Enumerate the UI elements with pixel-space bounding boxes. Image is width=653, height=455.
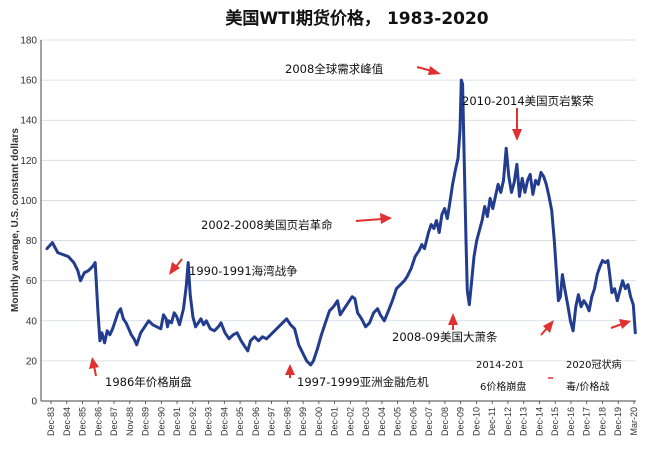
annotation-gulf-war: 1990-1991海湾战争 [189, 264, 298, 278]
annotation-1986-crash: 1986年价格崩盘 [105, 375, 192, 389]
x-tick-label: Dec-05 [393, 407, 403, 436]
x-tick-label: Dec-15 [550, 407, 560, 436]
x-tick-label: Dec-09 [456, 407, 466, 436]
x-tick-label: Dec-19 [613, 407, 623, 436]
arrow-2008-peak [416, 66, 441, 75]
annotation-2020-covid-line1: 2020冠状病 [566, 358, 621, 371]
annotation-2014-2016-crash-line1: 2014-201 [476, 360, 524, 371]
x-tick-label: Dec-13 [519, 407, 529, 436]
x-tick-label: Dec-18 [597, 407, 607, 436]
annotation-2020-covid-line2: 毒/价格战 [566, 380, 609, 393]
y-tick-label: 80 [26, 236, 38, 247]
annotation-great-recession: 2008-09美国大萧条 [392, 330, 498, 344]
annotation-arrows [89, 66, 631, 378]
x-tick-label: Dec-06 [408, 407, 418, 436]
x-tick-label: Dec-83 [46, 407, 56, 436]
arrow-2010-2014 [512, 108, 522, 141]
annotation-2010-2014-shale-boom: 2010-2014美国页岩繁荣 [462, 94, 594, 108]
x-tick-label: Dec-87 [109, 407, 119, 436]
y-tick-label: 60 [26, 276, 38, 287]
x-axis-ticks: Dec-83 Dec-84 Dec-85 Dec-86 Dec-87 Nov-88 Dec-… [46, 401, 639, 436]
arrow-gulf-war [169, 258, 183, 275]
x-tick-label: Nov-88 [125, 407, 135, 436]
x-tick-label: Dec-07 [424, 407, 434, 436]
x-tick-label: Dec-03 [361, 407, 371, 436]
x-tick-label: Dec-90 [156, 407, 166, 436]
x-tick-label: Dec-89 [141, 407, 151, 436]
x-tick-label: Dec-92 [188, 407, 198, 436]
arrow-2002-2008 [355, 213, 392, 224]
x-tick-label: Dec-10 [471, 407, 481, 436]
x-tick-label: Dec-12 [503, 407, 513, 436]
x-tick-label: Dec-04 [377, 407, 387, 436]
x-tick-label: Dec-14 [534, 407, 544, 436]
x-tick-label: Dec-08 [440, 407, 450, 436]
y-tick-label: 0 [31, 397, 37, 408]
arrow-asian-crisis [285, 364, 295, 378]
x-tick-label: Dec-11 [487, 407, 497, 435]
x-tick-label: Dec-98 [282, 407, 292, 436]
arrow-1986-crash [89, 357, 99, 377]
x-tick-label: Dec-85 [78, 407, 88, 436]
wti-price-line [45, 78, 637, 367]
y-tick-label: 40 [26, 316, 38, 327]
x-tick-label: Dec-00 [314, 407, 324, 436]
gridlines [41, 39, 636, 402]
x-tick-label: Dec-93 [204, 407, 214, 436]
x-tick-label: Mar-20 [629, 407, 639, 436]
y-axis-label: Monthly average, U.S. constant dollars [10, 128, 21, 312]
arrow-2020-covid [610, 319, 631, 329]
x-tick-label: Dec-95 [235, 407, 245, 436]
annotations: 2008全球需求峰值 2010-2014美国页岩繁荣 2002-2008美国页岩… [105, 62, 621, 393]
annotation-2002-2008-shale-revolution: 2002-2008美国页岩革命 [201, 218, 333, 232]
annotation-2014-2016-crash-line2: 6价格崩盘 [480, 380, 526, 393]
y-tick-label: 100 [20, 196, 37, 207]
annotation-asian-crisis: 1997-1999亚洲金融危机 [297, 375, 429, 389]
x-tick-label: Dec-84 [62, 407, 72, 436]
x-tick-label: Dec-91 [172, 407, 182, 436]
x-tick-label: Dec-97 [267, 407, 277, 436]
x-tick-label: Dec-86 [93, 407, 103, 436]
annotation-2008-peak: 2008全球需求峰值 [285, 62, 384, 76]
y-tick-label: 160 [20, 76, 37, 87]
y-tick-label: 120 [20, 156, 37, 167]
chart-title: 美国WTI期货价格， 1983-2020 [225, 8, 488, 29]
x-tick-label: Dec-02 [345, 407, 355, 436]
y-tick-label: 180 [20, 36, 37, 47]
x-tick-label: Dec-01 [330, 407, 340, 436]
arrow-great-recession [448, 313, 458, 330]
x-tick-label: Dec-99 [298, 407, 308, 436]
y-axis-ticks: 0 20 40 60 80 100 120 140 160 180 [20, 36, 37, 408]
y-tick-label: 140 [20, 116, 37, 127]
x-tick-label: Dec-16 [566, 407, 576, 436]
x-tick-label: Dec-94 [219, 407, 229, 436]
x-tick-label: Dec-96 [251, 407, 261, 436]
arrow-2014-crash [540, 320, 554, 336]
x-tick-label: Dec-17 [582, 407, 592, 436]
y-tick-label: 20 [26, 356, 38, 367]
